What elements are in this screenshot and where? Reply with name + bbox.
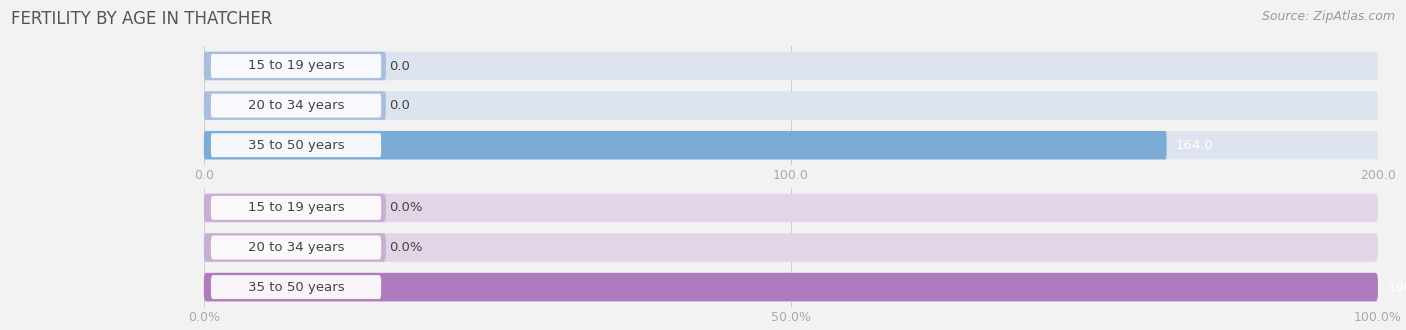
Text: FERTILITY BY AGE IN THATCHER: FERTILITY BY AGE IN THATCHER (11, 10, 273, 28)
FancyBboxPatch shape (204, 194, 385, 222)
FancyBboxPatch shape (204, 52, 385, 80)
FancyBboxPatch shape (204, 91, 385, 120)
FancyBboxPatch shape (211, 196, 381, 220)
FancyBboxPatch shape (204, 233, 385, 262)
Text: 0.0%: 0.0% (389, 241, 423, 254)
FancyBboxPatch shape (204, 131, 1378, 159)
FancyBboxPatch shape (204, 273, 1378, 301)
Text: 20 to 34 years: 20 to 34 years (247, 241, 344, 254)
Text: 20 to 34 years: 20 to 34 years (247, 99, 344, 112)
Text: 0.0: 0.0 (389, 99, 411, 112)
Text: 35 to 50 years: 35 to 50 years (247, 139, 344, 152)
Text: 15 to 19 years: 15 to 19 years (247, 201, 344, 214)
Text: 164.0: 164.0 (1175, 139, 1213, 152)
FancyBboxPatch shape (211, 236, 381, 259)
FancyBboxPatch shape (211, 133, 381, 157)
FancyBboxPatch shape (204, 91, 1378, 120)
FancyBboxPatch shape (211, 54, 381, 78)
Text: 0.0: 0.0 (389, 59, 411, 73)
FancyBboxPatch shape (204, 131, 1167, 159)
FancyBboxPatch shape (211, 275, 381, 299)
FancyBboxPatch shape (211, 94, 381, 117)
Text: 100.0%: 100.0% (1388, 280, 1406, 294)
FancyBboxPatch shape (204, 233, 1378, 262)
Text: Source: ZipAtlas.com: Source: ZipAtlas.com (1261, 10, 1395, 23)
Text: 0.0%: 0.0% (389, 201, 423, 214)
Text: 15 to 19 years: 15 to 19 years (247, 59, 344, 73)
FancyBboxPatch shape (204, 52, 1378, 80)
FancyBboxPatch shape (204, 273, 1378, 301)
Text: 35 to 50 years: 35 to 50 years (247, 280, 344, 294)
FancyBboxPatch shape (204, 194, 1378, 222)
